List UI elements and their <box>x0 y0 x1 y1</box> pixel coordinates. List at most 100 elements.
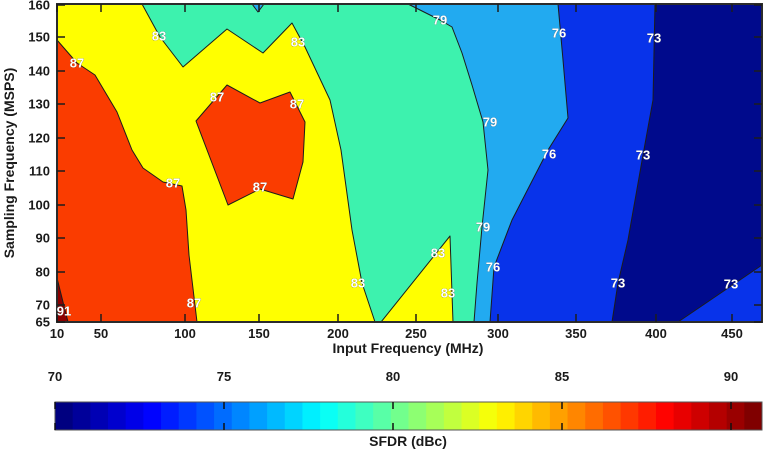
y-tick-label: 65 <box>36 315 50 330</box>
contour-label: 83 <box>431 246 445 261</box>
colorbar-cell <box>514 402 533 430</box>
axis-tick-labels: 10 50 100 150 200 250 300 350 400 450 65 70 80 90 100 1… <box>28 0 743 341</box>
colorbar-cell <box>125 402 144 430</box>
colorbar-cell <box>143 402 162 430</box>
colorbar-cell <box>426 402 445 430</box>
colorbar-cell <box>655 402 675 430</box>
contour-label: 73 <box>636 148 650 163</box>
colorbar-cell <box>90 402 109 430</box>
contour-label: 83 <box>152 29 166 44</box>
y-tick-label: 130 <box>28 97 50 112</box>
colorbar-cell <box>231 402 250 430</box>
colorbar-cell <box>249 402 268 430</box>
y-tick-label: 100 <box>28 198 50 213</box>
y-tick-label: 70 <box>36 298 50 313</box>
colorbar-cell <box>408 402 427 430</box>
colorbar-cell <box>267 402 286 430</box>
colorbar-cell <box>496 402 516 430</box>
contour-label: 83 <box>441 286 455 301</box>
contour-label: 87 <box>290 97 304 112</box>
contour-label: 87 <box>253 180 267 195</box>
colorbar-cell <box>355 402 374 430</box>
x-tick-label: 450 <box>721 326 743 341</box>
colorbar-cell <box>284 402 303 430</box>
contour-label: 73 <box>724 277 738 292</box>
contour-label: 87 <box>210 90 224 105</box>
colorbar-tick-label: 70 <box>48 369 62 384</box>
x-tick-label: 350 <box>565 326 587 341</box>
x-tick-label: 300 <box>487 326 509 341</box>
y-tick-label: 140 <box>28 64 50 79</box>
colorbar-cell <box>726 402 745 430</box>
contour-label: 79 <box>476 220 490 235</box>
colorbar-cell <box>55 402 74 430</box>
contour-label: 73 <box>611 276 625 291</box>
contour-regions <box>56 3 763 323</box>
colorbar-cell <box>708 402 728 430</box>
y-axis-title: Sampling Frequency (MSPS) <box>1 68 17 259</box>
contour-label: 87 <box>166 176 180 191</box>
colorbar-cell <box>108 402 127 430</box>
x-tick-label: 50 <box>94 326 108 341</box>
x-tick-label: 400 <box>645 326 667 341</box>
contour-label: 87 <box>187 296 201 311</box>
contour-label: 87 <box>70 56 84 71</box>
colorbar-cell <box>214 402 233 430</box>
contour-label: 83 <box>351 276 365 291</box>
contour-label: 91 <box>57 304 71 319</box>
colorbar: 70 75 80 85 90 <box>48 369 763 431</box>
x-axis-title: Input Frequency (MHz) <box>333 340 484 356</box>
y-tick-label: 150 <box>28 30 50 45</box>
colorbar-tick-label: 75 <box>217 369 231 384</box>
plot-border <box>56 3 763 323</box>
region-87-91 <box>195 84 306 206</box>
colorbar-cell <box>443 402 463 430</box>
x-tick-label: 100 <box>174 326 196 341</box>
colorbar-cell <box>673 402 692 430</box>
colorbar-cell <box>744 402 763 430</box>
colorbar-cell <box>532 402 551 430</box>
colorbar-tick-label: 80 <box>386 369 400 384</box>
colorbar-cell <box>461 402 480 430</box>
colorbar-border <box>54 401 763 431</box>
colorbar-cell <box>638 402 657 430</box>
colorbar-cell <box>390 402 409 430</box>
colorbar-cell <box>691 402 710 430</box>
contour-label: 76 <box>552 26 566 41</box>
y-tick-label: 120 <box>28 131 50 146</box>
contour-label: 76 <box>486 260 500 275</box>
colorbar-tick-label: 90 <box>724 369 738 384</box>
colorbar-cell <box>620 402 639 430</box>
x-tick-label: 10 <box>50 326 64 341</box>
contour-labels: 87 83 87 83 87 79 76 73 79 76 73 87 87 79 83 76 83 83 73 73… <box>57 12 739 319</box>
contour-label: 73 <box>647 31 661 46</box>
colorbar-tick-label: 85 <box>555 369 569 384</box>
colorbar-cell <box>302 402 321 430</box>
colorbar-title: SFDR (dBc) <box>369 433 447 449</box>
axis-ticks <box>56 4 762 323</box>
colorbar-cell <box>373 402 392 430</box>
y-tick-label: 80 <box>36 265 50 280</box>
x-tick-label: 250 <box>405 326 427 341</box>
colorbar-cell <box>567 402 586 430</box>
x-tick-label: 150 <box>248 326 270 341</box>
contour-label: 76 <box>542 147 556 162</box>
y-tick-label: 110 <box>29 164 50 179</box>
colorbar-cell <box>320 402 339 430</box>
contour-label: 79 <box>433 13 447 28</box>
contour-label: 79 <box>483 115 497 130</box>
colorbar-cell <box>178 402 197 430</box>
colorbar-cell <box>72 402 91 430</box>
colorbar-cell <box>337 402 356 430</box>
y-tick-label: 90 <box>36 231 50 246</box>
x-tick-label: 200 <box>327 326 349 341</box>
colorbar-cell <box>161 402 180 430</box>
colorbar-cell <box>196 402 215 430</box>
colorbar-cell <box>585 402 604 430</box>
colorbar-cell <box>479 402 498 430</box>
colorbar-cell <box>602 402 622 430</box>
colorbar-cell <box>549 402 569 430</box>
contour-label: 83 <box>291 35 305 50</box>
